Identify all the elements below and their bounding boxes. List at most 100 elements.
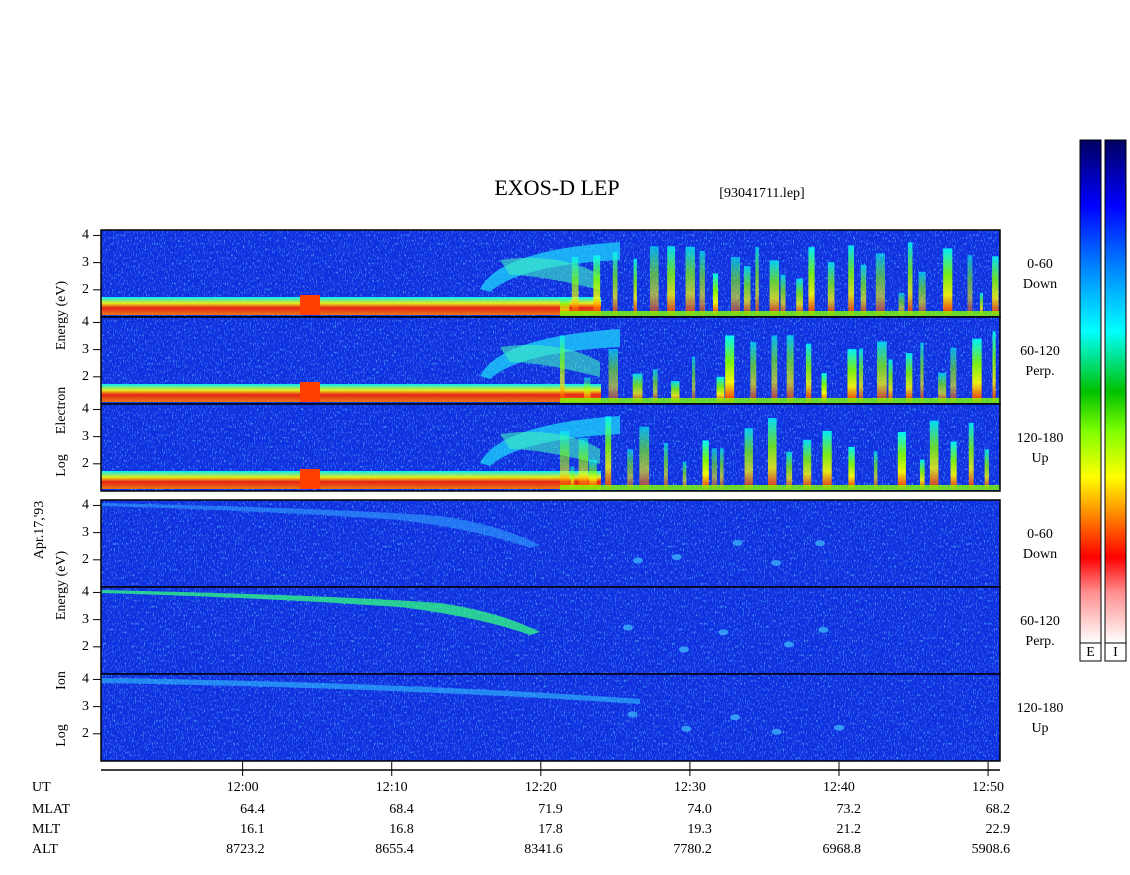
feature: [612, 252, 618, 315]
y-tick-label: 2: [82, 639, 89, 654]
ephemeris-value: 16.8: [389, 822, 414, 837]
x-tick-label: 12:10: [376, 780, 408, 795]
feature: [663, 443, 668, 489]
x-tick-label: 12:30: [674, 780, 706, 795]
feature: [632, 557, 643, 564]
feature: [101, 384, 601, 402]
feature: [725, 335, 735, 402]
feature: [560, 335, 565, 402]
feature: [589, 459, 597, 489]
y-tick-label: 2: [82, 552, 89, 567]
feature: [627, 711, 638, 718]
feature: [682, 461, 687, 489]
feature: [873, 451, 878, 489]
feature: [691, 356, 696, 402]
y-axis-label: Log: [54, 454, 69, 477]
y-tick-label: 4: [82, 585, 89, 600]
feature: [805, 343, 812, 402]
feature: [730, 714, 741, 721]
panel-label: 120-180: [1017, 701, 1064, 716]
feature: [968, 422, 974, 489]
feature: [992, 256, 999, 315]
y-tick-label: 4: [82, 498, 89, 513]
feature: [984, 449, 989, 489]
panel-label: 60-120: [1020, 614, 1060, 629]
chart-title: EXOS-D LEP: [494, 175, 619, 200]
feature: [730, 256, 741, 315]
feature: [919, 459, 925, 489]
feature: [827, 262, 835, 315]
feature: [783, 641, 794, 648]
feature: [633, 258, 637, 315]
feature: [938, 372, 947, 402]
ephemeris-value: 7780.2: [673, 842, 712, 857]
feature: [560, 311, 1000, 316]
ephemeris-value: 19.3: [687, 822, 712, 837]
feature: [898, 292, 905, 315]
feature: [101, 471, 601, 489]
ephemeris-value: 21.2: [836, 822, 861, 837]
feature: [992, 331, 996, 402]
feature: [943, 248, 953, 315]
y-tick-label: 2: [82, 726, 89, 741]
feature: [570, 466, 575, 489]
feature: [860, 264, 867, 315]
x-tick-label: 12:20: [525, 780, 557, 795]
panel-label: Perp.: [1025, 634, 1054, 649]
feature: [101, 503, 540, 548]
feature: [743, 266, 751, 315]
feature: [101, 678, 640, 704]
y-tick-label: 2: [82, 369, 89, 384]
feature: [500, 431, 600, 464]
feature: [907, 242, 913, 315]
ephemeris-value: 8723.2: [226, 842, 265, 857]
y-tick-label: 3: [82, 525, 89, 540]
feature: [786, 335, 794, 402]
y-tick-label: 3: [82, 429, 89, 444]
feature: [972, 338, 982, 402]
y-axis-label: Ion: [54, 671, 69, 690]
y-tick-label: 2: [82, 456, 89, 471]
feature: [716, 376, 725, 402]
feature: [859, 348, 863, 402]
feature: [712, 273, 719, 315]
feature: [718, 629, 729, 636]
panel-label: 0-60: [1027, 527, 1053, 542]
y-axis-label: Energy (eV): [54, 551, 69, 621]
chart-subtitle: [93041711.lep]: [719, 186, 804, 201]
feature: [967, 255, 973, 315]
y-tick-label: 3: [82, 699, 89, 714]
ephemeris-value: 64.4: [240, 802, 265, 817]
feature: [578, 437, 589, 489]
feature: [678, 646, 689, 653]
panel-label: Down: [1023, 547, 1057, 562]
ephemeris-value: 74.0: [687, 802, 712, 817]
time-row-label: UT: [32, 780, 51, 795]
feature: [560, 398, 1000, 403]
panel-label: 0-60: [1027, 257, 1053, 272]
feature: [627, 449, 634, 489]
feature: [300, 295, 320, 315]
panel-noise: [101, 587, 1000, 674]
feature: [780, 274, 786, 315]
y-tick-label: 4: [82, 402, 89, 417]
feature: [755, 247, 759, 315]
colorbar-label: I: [1113, 645, 1118, 660]
feature: [732, 539, 743, 546]
feature: [711, 448, 718, 489]
colorbar: [1079, 139, 1102, 644]
y-tick-label: 4: [82, 228, 89, 243]
feature: [671, 554, 682, 561]
feature: [767, 418, 777, 489]
feature: [950, 441, 957, 489]
feature: [300, 469, 320, 489]
x-tick-label: 12:00: [227, 780, 259, 795]
feature: [848, 446, 855, 489]
feature: [101, 297, 601, 315]
panel-noise: [101, 674, 1000, 761]
feature: [685, 246, 695, 315]
feature: [750, 341, 757, 402]
y-axis-label: Log: [54, 724, 69, 747]
feature: [632, 373, 643, 402]
spectrogram-panel: 2 3 4: [82, 228, 1001, 318]
